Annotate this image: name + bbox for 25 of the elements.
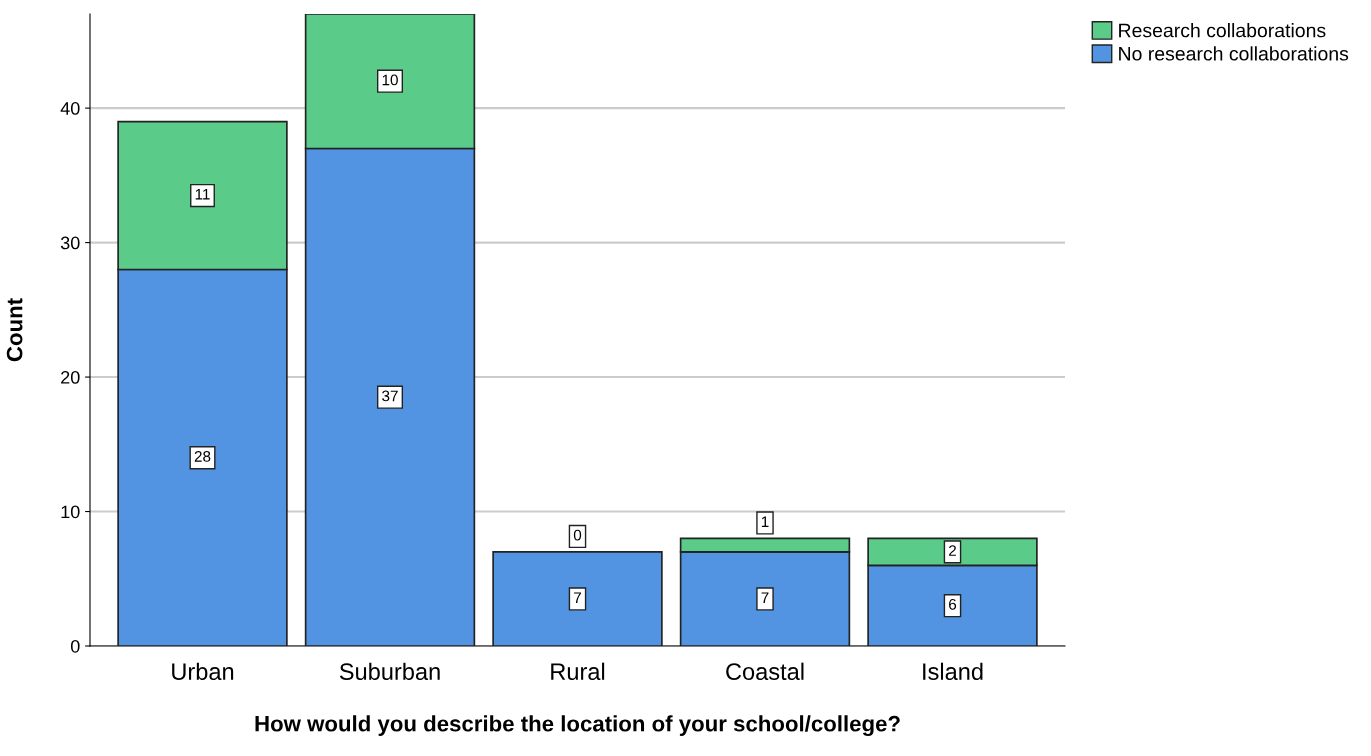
y-tick-label: 10 — [61, 505, 80, 519]
y-axis-title: Count — [6, 298, 23, 362]
data-label: 37 — [382, 390, 398, 402]
legend-label: No research collaborations — [1119, 46, 1349, 61]
legend-label: Research collaborations — [1119, 23, 1326, 38]
x-tick-label: Suburban — [339, 662, 440, 681]
data-label: 1 — [761, 516, 769, 527]
y-tick-label: 0 — [70, 639, 80, 653]
data-label: 10 — [382, 74, 398, 86]
data-label: 28 — [194, 451, 211, 462]
data-label: 7 — [574, 592, 581, 603]
y-tick-label: 30 — [60, 236, 80, 250]
data-label: 0 — [573, 529, 582, 541]
y-tick-label: 20 — [61, 371, 80, 384]
y-tick-label: 40 — [60, 102, 80, 115]
bar — [492, 551, 663, 646]
data-label: 11 — [195, 188, 210, 200]
data-label: 2 — [949, 545, 956, 556]
x-tick-label: Coastal — [726, 662, 804, 681]
x-tick-label: Island — [923, 662, 983, 681]
x-tick-label: Rural — [551, 662, 605, 681]
data-label: 7 — [761, 592, 769, 603]
x-tick-label: Urban — [172, 662, 234, 681]
x-axis-title: How would you describe the location of your school/college? — [255, 715, 900, 737]
data-label: 6 — [949, 598, 957, 610]
